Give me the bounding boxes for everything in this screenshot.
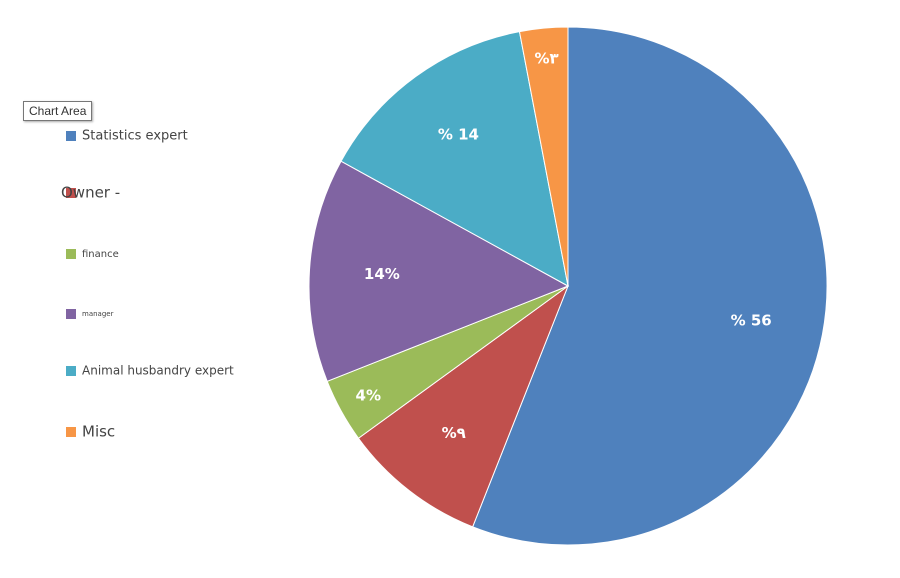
legend-swatch [66,366,76,376]
data-label: %٩ [442,424,466,442]
legend-label: Animal husbandry expert [82,364,234,378]
legend-swatch [66,249,76,259]
legend-swatch [66,188,76,198]
legend-label: Statistics expert [82,129,188,144]
pie-slice [340,31,569,287]
data-label: % 14 [438,126,479,144]
legend-label: manager [82,310,114,318]
data-label: %٣ [534,50,558,68]
legend-label: Owner - [61,184,120,202]
legend-swatch [66,131,76,141]
pie-slice [308,160,570,382]
legend-swatch [66,309,76,319]
tooltip: Chart Area [23,101,93,121]
pie-slice [472,26,828,546]
pie-slice [518,26,569,287]
pie-slice [357,284,570,528]
data-label: 14% [364,265,400,283]
legend-label: Misc [82,423,115,441]
data-label: 4% [356,386,381,404]
legend-label: finance [82,249,119,260]
legend-swatch [66,427,76,437]
data-label: % 56 [731,311,772,329]
